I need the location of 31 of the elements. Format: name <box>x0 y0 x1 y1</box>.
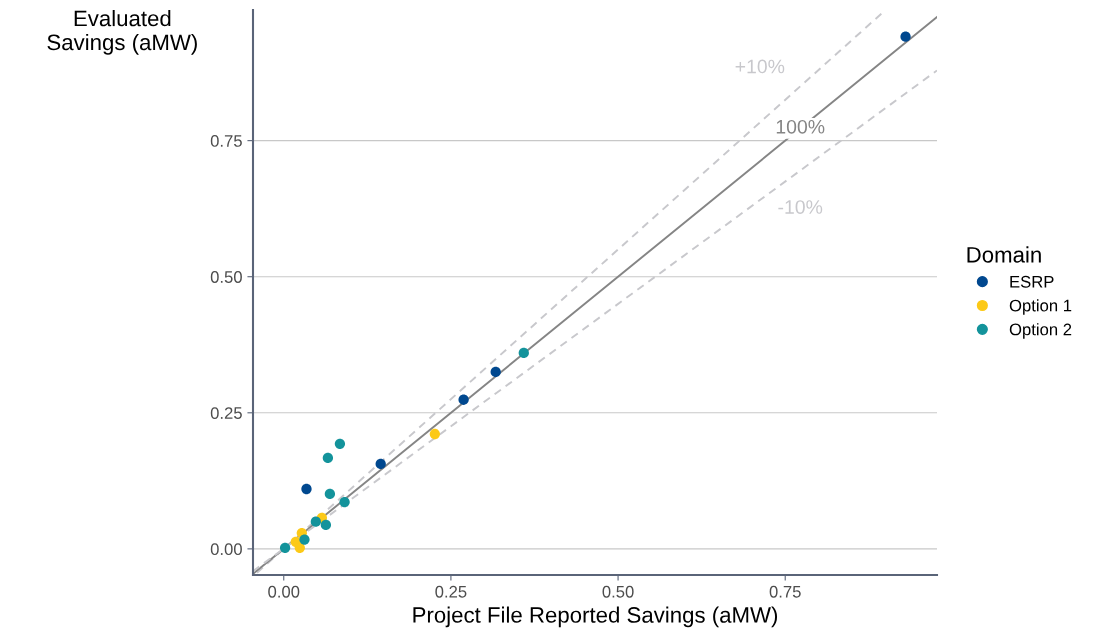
point <box>324 488 336 500</box>
point <box>339 496 350 508</box>
point <box>322 452 334 464</box>
y-axis-title: Evaluated Savings (aMW) <box>47 10 197 55</box>
y-tick-label: 0.25 <box>210 407 242 419</box>
y-tick-label: 0.50 <box>210 271 242 283</box>
point <box>299 534 310 545</box>
x-tick-label: 0.75 <box>769 585 801 598</box>
legend-title: Domain <box>967 246 1041 263</box>
legend-label: ESRP <box>1010 275 1054 288</box>
point <box>518 347 529 359</box>
y-tick-label: 0.75 <box>210 135 242 147</box>
point <box>279 542 291 553</box>
point <box>294 542 305 553</box>
point <box>310 516 321 527</box>
x-axis-title: Project File Reported Savings (aMW) <box>413 606 778 628</box>
x-tick-label: 0.25 <box>435 585 467 598</box>
legend-label: Option 1 <box>1009 299 1072 315</box>
point <box>334 438 346 449</box>
point <box>320 519 332 531</box>
series-label: 100% <box>776 119 825 134</box>
point <box>458 394 469 405</box>
legend-label: Option 2 <box>1009 323 1072 339</box>
point <box>301 483 312 495</box>
x-tick-label: 0.50 <box>602 585 634 598</box>
point <box>900 31 911 42</box>
x-tick-label: 0.00 <box>268 585 300 598</box>
y-tick-label: 0.00 <box>210 543 242 556</box>
point <box>429 428 441 440</box>
point <box>490 366 501 378</box>
point <box>375 458 386 470</box>
